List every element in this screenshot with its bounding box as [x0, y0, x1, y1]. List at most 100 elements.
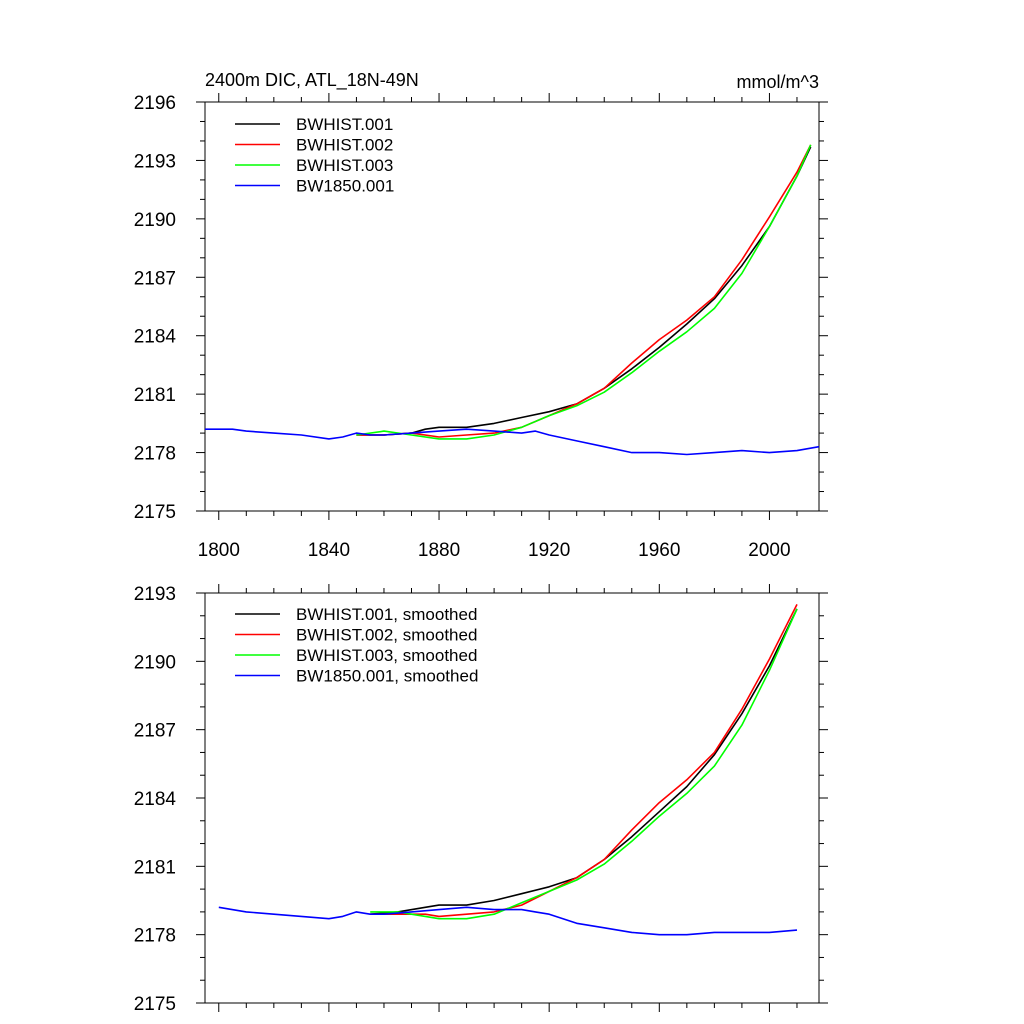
data-point: [438, 436, 440, 438]
data-point: [204, 428, 206, 430]
legend-label: BWHIST.002: [296, 136, 393, 155]
data-point: [796, 604, 798, 606]
y-tick-label: 2175: [134, 502, 176, 523]
legend-label: BWHIST.003, smoothed: [296, 646, 477, 665]
data-point: [356, 911, 358, 913]
data-point: [796, 608, 798, 610]
data-point: [356, 432, 358, 434]
data-point: [686, 319, 688, 321]
data-point: [493, 432, 495, 434]
data-point: [438, 916, 440, 918]
data-point: [438, 918, 440, 920]
data-point: [493, 900, 495, 902]
plot-frame: [204, 101, 820, 512]
data-point: [466, 434, 468, 436]
data-point: [218, 907, 220, 909]
data-point: [342, 436, 344, 438]
data-point: [818, 446, 820, 448]
data-point: [576, 922, 578, 924]
data-point: [631, 840, 633, 842]
data-point: [424, 913, 426, 915]
data-point: [603, 391, 605, 393]
chart-title: 2400m DIC, ATL_18N-49N: [205, 70, 419, 91]
y-tick-label: 2190: [134, 210, 176, 231]
data-point: [493, 909, 495, 911]
data-point: [438, 909, 440, 911]
data-point: [769, 932, 771, 934]
data-point: [714, 932, 716, 934]
data-point: [769, 670, 771, 672]
data-point: [521, 417, 523, 419]
series-line: [218, 906, 798, 936]
x-tick-label: 1840: [308, 540, 350, 561]
data-point: [631, 372, 633, 374]
data-point: [769, 452, 771, 454]
data-point: [218, 428, 220, 430]
data-point: [631, 368, 633, 370]
data-point: [659, 347, 661, 349]
data-point: [438, 438, 440, 440]
data-point: [576, 440, 578, 442]
data-point: [686, 779, 688, 781]
data-point: [686, 331, 688, 333]
y-tick-label: 2178: [134, 444, 176, 465]
data-point: [741, 265, 743, 267]
data-point: [576, 405, 578, 407]
y-tick-label: 2181: [134, 385, 176, 406]
data-point: [686, 323, 688, 325]
data-point: [493, 430, 495, 432]
data-point: [603, 388, 605, 390]
data-point: [603, 859, 605, 861]
data-point: [796, 171, 798, 173]
data-point: [466, 913, 468, 915]
legend-label: BW1850.001: [296, 177, 394, 196]
data-point: [438, 426, 440, 428]
data-point: [631, 836, 633, 838]
y-tick-label: 2196: [134, 93, 176, 114]
data-point: [603, 927, 605, 929]
data-point: [741, 259, 743, 261]
y-tick-label: 2193: [134, 584, 176, 605]
data-point: [493, 423, 495, 425]
data-point: [301, 916, 303, 918]
data-point: [548, 415, 550, 417]
data-point: [796, 450, 798, 452]
data-point: [576, 877, 578, 879]
data-point: [521, 909, 523, 911]
data-point: [521, 432, 523, 434]
data-point: [548, 434, 550, 436]
data-point: [466, 918, 468, 920]
data-point: [714, 296, 716, 298]
legend-label: BWHIST.003: [296, 156, 393, 175]
data-point: [369, 911, 371, 913]
data-point: [411, 434, 413, 436]
data-point: [741, 724, 743, 726]
data-point: [466, 426, 468, 428]
data-point: [631, 362, 633, 364]
series-line: [205, 428, 820, 456]
data-point: [466, 428, 468, 430]
x-tick-label: 1800: [198, 540, 240, 561]
data-point: [411, 911, 413, 913]
data-point: [383, 434, 385, 436]
data-point: [411, 432, 413, 434]
y-tick-label: 2187: [134, 721, 176, 742]
data-point: [548, 891, 550, 893]
data-point: [741, 708, 743, 710]
data-point: [548, 411, 550, 413]
data-point: [714, 754, 716, 756]
data-point: [769, 226, 771, 228]
data-point: [659, 350, 661, 352]
data-point: [328, 438, 330, 440]
legend-label: BWHIST.002, smoothed: [296, 626, 477, 645]
data-point: [273, 913, 275, 915]
y-tick-label: 2184: [134, 327, 177, 348]
data-point: [796, 175, 798, 177]
data-point: [576, 879, 578, 881]
data-point: [659, 339, 661, 341]
data-point: [741, 273, 743, 275]
bottom-panel: 2175 2178 2181 2184 2187 2190 2193 BWHIST.001, …: [134, 584, 828, 1015]
data-point: [493, 913, 495, 915]
data-point: [714, 308, 716, 310]
